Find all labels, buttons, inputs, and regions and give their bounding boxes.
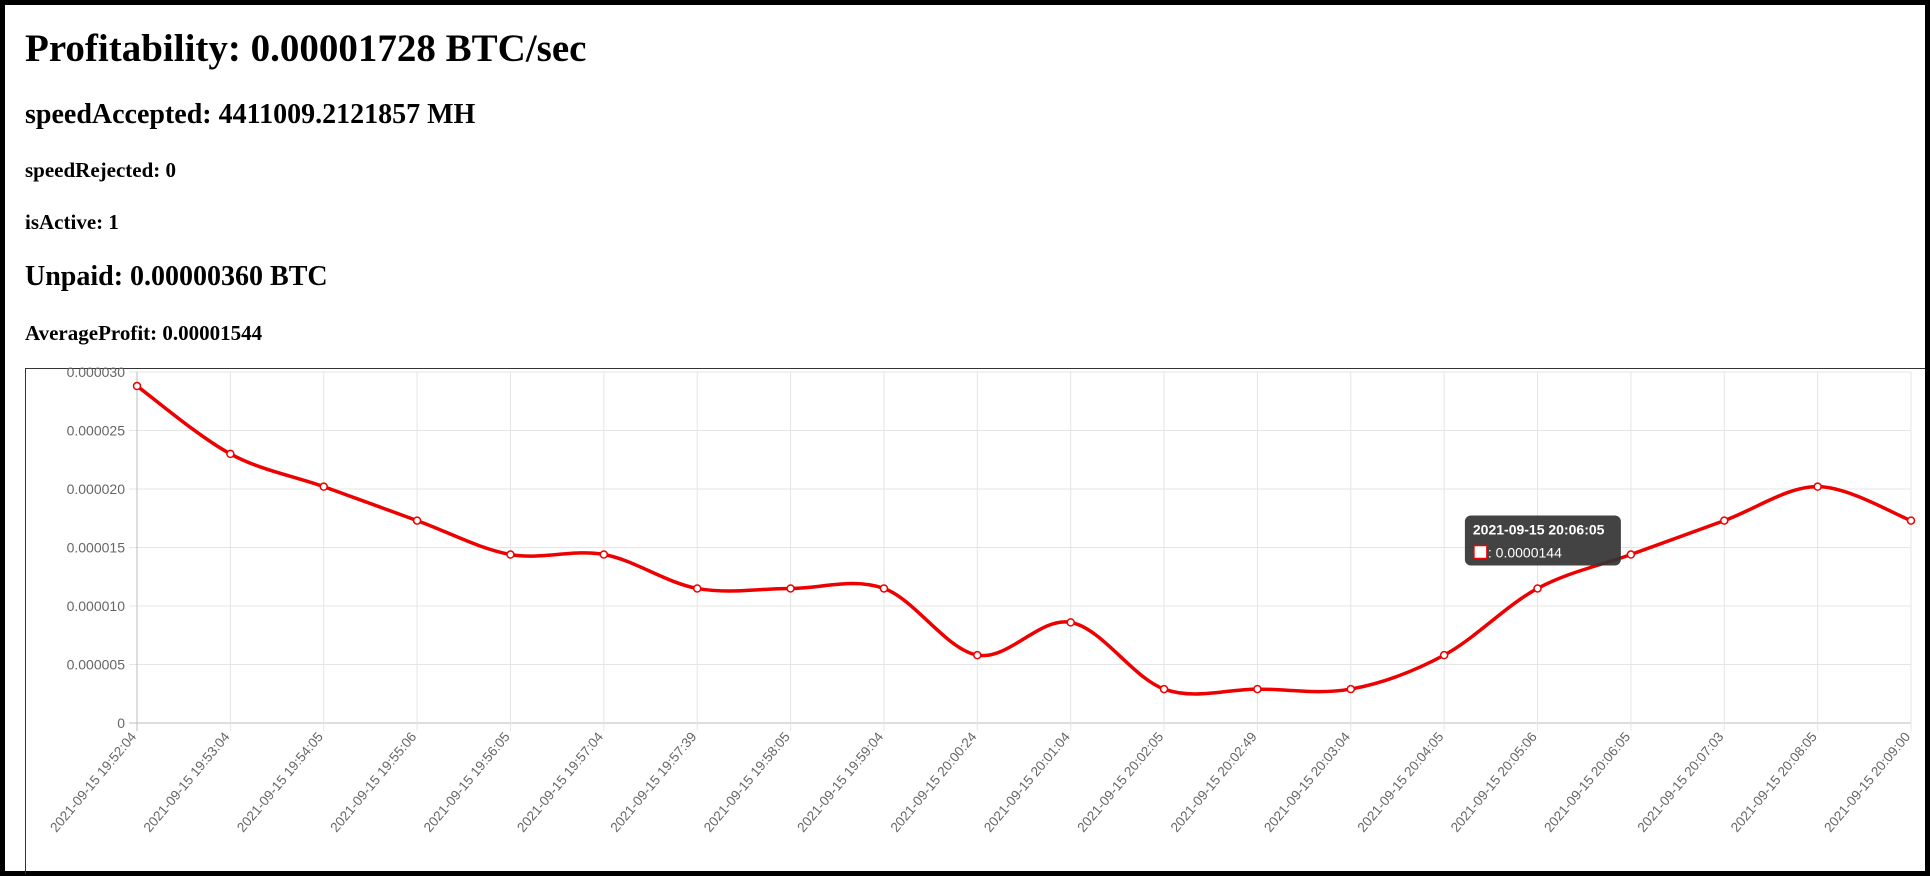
data-point[interactable] (1066, 618, 1075, 627)
data-point[interactable] (226, 449, 235, 459)
x-tick-label: 2021-09-15 20:03:04 (1261, 729, 1353, 835)
x-tick-label: 2021-09-15 20:06:05 (1541, 729, 1633, 835)
is-active-heading: isActive: 1 (25, 210, 119, 234)
y-tick-label: 0.000005 (67, 657, 126, 673)
chart-points[interactable] (132, 381, 1916, 694)
average-profit-heading: AverageProfit: 0.00001544 (25, 321, 263, 345)
y-tick-label: 0.000025 (67, 423, 126, 439)
data-point[interactable] (1906, 516, 1916, 525)
data-point[interactable] (1439, 650, 1449, 660)
data-point[interactable] (132, 381, 142, 391)
tooltip-color-swatch (1473, 544, 1488, 560)
x-tick-label: 2021-09-15 19:58:05 (701, 729, 793, 835)
profitability-heading: Profitability: 0.00001728 BTC/sec (25, 27, 587, 70)
x-tick-label: 2021-09-15 20:09:00 (1821, 729, 1913, 835)
x-tick-label: 2021-09-15 19:54:05 (234, 729, 326, 835)
x-tick-label: 2021-09-15 20:05:06 (1448, 729, 1540, 835)
data-point[interactable] (412, 516, 422, 525)
data-point[interactable] (973, 650, 982, 660)
x-tick-label: 2021-09-15 19:53:04 (141, 729, 233, 835)
data-point[interactable] (506, 550, 515, 559)
x-tick-label: 2021-09-15 19:56:05 (421, 729, 513, 835)
data-point[interactable] (1533, 584, 1542, 593)
data-point[interactable] (1720, 516, 1729, 525)
x-tick-label: 2021-09-15 19:59:04 (794, 729, 886, 835)
tooltip-value: : 0.0000144 (1488, 545, 1562, 561)
chart-container[interactable] (25, 368, 1925, 874)
x-tick-label: 2021-09-15 20:01:04 (981, 729, 1073, 835)
x-tick-label: 2021-09-15 19:55:06 (327, 729, 419, 835)
data-point[interactable] (1813, 482, 1822, 491)
tooltip-background (1464, 515, 1621, 566)
speed-rejected-heading: speedRejected: 0 (25, 158, 177, 182)
chart-tooltip: 2021-09-15 20:06:05 : 0.0000144 (1464, 515, 1621, 566)
chart-axes: 0 0.000005 0.000010 0.000015 0.000020 0.00002… (47, 364, 1913, 835)
x-tick-label: 2021-09-15 19:57:39 (607, 729, 699, 835)
data-point[interactable] (1159, 684, 1169, 694)
data-point[interactable] (599, 550, 609, 559)
x-tick-label: 2021-09-15 20:02:05 (1074, 729, 1166, 835)
x-tick-label: 2021-09-15 20:08:05 (1728, 729, 1820, 835)
tooltip-title: 2021-09-15 20:06:05 (1473, 522, 1605, 538)
speed-accepted-heading: speedAccepted: 4411009.2121857 MH (25, 99, 476, 130)
data-point[interactable] (1253, 684, 1262, 694)
data-point[interactable] (1626, 550, 1636, 559)
x-tick-label: 2021-09-15 20:04:05 (1354, 729, 1446, 835)
x-tick-label: 2021-09-15 20:00:24 (888, 729, 980, 835)
data-point[interactable] (786, 584, 795, 593)
y-tick-label: 0.000015 (67, 540, 126, 556)
data-point[interactable] (1346, 684, 1356, 694)
x-tick-label: 2021-09-15 20:07:03 (1634, 729, 1726, 835)
y-tick-label: 0 (117, 715, 125, 731)
x-tick-label: 2021-09-15 20:02:49 (1168, 729, 1260, 835)
data-point[interactable] (879, 584, 889, 593)
y-tick-label: 0.000020 (67, 481, 126, 497)
chart-series (135, 384, 1913, 696)
y-tick-label: 0.000010 (67, 598, 126, 614)
unpaid-heading: Unpaid: 0.00000360 BTC (25, 261, 328, 292)
x-tick-label: 2021-09-15 19:52:04 (47, 729, 139, 835)
series-line (135, 384, 1913, 696)
y-tick-label: 0.000030 (67, 364, 126, 380)
x-tick-label: 2021-09-15 19:57:04 (514, 729, 606, 835)
data-point[interactable] (319, 482, 328, 491)
data-point[interactable] (692, 584, 702, 593)
